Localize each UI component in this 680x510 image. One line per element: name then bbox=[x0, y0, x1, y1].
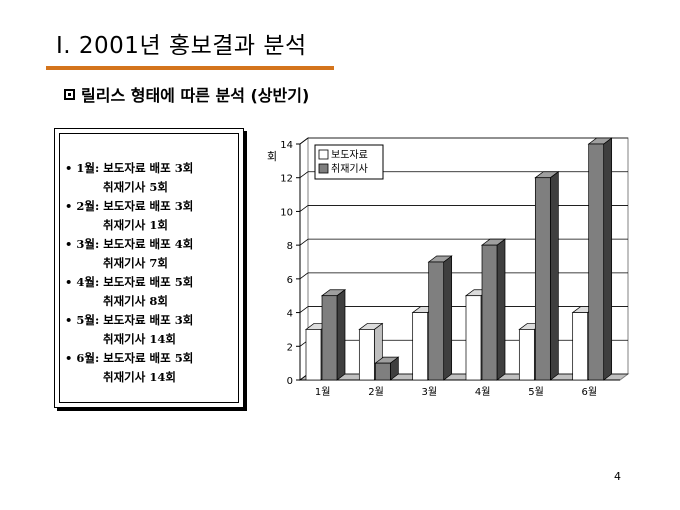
slide-subtitle: 릴리스 형태에 따른 분석 (상반기) bbox=[64, 82, 309, 106]
x-tick-label: 1월 bbox=[315, 386, 331, 398]
y-tick-label: 6 bbox=[287, 275, 293, 286]
summary-article: 취재기사 7회 bbox=[103, 256, 168, 270]
bar-side bbox=[549, 171, 559, 381]
summary-box: • 1월: 보도자료 배포 3회 취재기사 5회 • 2월: 보도자료 배포 3회 취… bbox=[54, 128, 244, 408]
summary-item: • 4월: 보도자료 배포 5회 취재기사 8회 bbox=[65, 273, 193, 311]
bar bbox=[534, 177, 551, 381]
y-tick-label: 2 bbox=[287, 342, 293, 353]
legend-label: 취재기사 bbox=[331, 163, 368, 175]
x-tick-label: 2월 bbox=[368, 386, 384, 398]
bullet-icon: • bbox=[65, 237, 77, 251]
gridline-depth bbox=[299, 272, 309, 280]
bar bbox=[412, 312, 429, 381]
bar-side bbox=[336, 289, 346, 381]
summary-press-release: 보도자료 배포 5회 bbox=[103, 275, 194, 289]
bar bbox=[321, 295, 338, 381]
page-number: 4 bbox=[614, 470, 621, 483]
gridline-depth bbox=[299, 205, 309, 212]
summary-item: • 3월: 보도자료 배포 4회 취재기사 7회 bbox=[65, 235, 193, 273]
gridline-depth bbox=[299, 238, 309, 246]
summary-inner-frame bbox=[59, 133, 239, 403]
x-tick-label: 4월 bbox=[475, 386, 491, 398]
bar bbox=[428, 261, 445, 381]
bullet-icon: • bbox=[65, 313, 77, 327]
bar bbox=[518, 329, 535, 381]
summary-article: 취재기사 5회 bbox=[103, 180, 168, 194]
summary-month: 1월 bbox=[76, 161, 95, 175]
summary-press-release: 보도자료 배포 5회 bbox=[103, 351, 194, 365]
bullet-icon: • bbox=[65, 161, 77, 175]
bullet-icon: • bbox=[65, 199, 77, 213]
summary-item: • 5월: 보도자료 배포 3회 취재기사 14회 bbox=[65, 311, 193, 349]
gridline-depth bbox=[299, 306, 309, 313]
summary-press-release: 보도자료 배포 4회 bbox=[103, 237, 194, 251]
x-tick-label: 5월 bbox=[528, 386, 544, 398]
y-tick-label: 14 bbox=[280, 140, 293, 151]
y-tick-label: 10 bbox=[280, 207, 293, 218]
summary-month: 6월 bbox=[76, 351, 95, 365]
summary-month: 3월 bbox=[76, 237, 95, 251]
bar bbox=[572, 312, 589, 381]
subtitle-text: 릴리스 형태에 따른 분석 (상반기) bbox=[81, 86, 310, 105]
bar-side bbox=[496, 238, 506, 381]
y-tick-label: 12 bbox=[280, 174, 293, 185]
summary-month: 4월 bbox=[76, 275, 95, 289]
summary-month: 5월 bbox=[76, 313, 95, 327]
x-tick-label: 6월 bbox=[582, 386, 598, 398]
summary-article: 취재기사 14회 bbox=[103, 370, 176, 384]
title-underline bbox=[46, 66, 334, 70]
bar bbox=[358, 329, 375, 381]
legend-label: 보도자료 bbox=[331, 149, 368, 161]
gridline-depth bbox=[299, 137, 309, 145]
gridline-depth bbox=[299, 171, 309, 179]
bar bbox=[481, 244, 498, 381]
bar bbox=[305, 329, 322, 381]
summary-press-release: 보도자료 배포 3회 bbox=[103, 313, 194, 327]
bullet-icon: • bbox=[65, 275, 77, 289]
square-bullet-icon bbox=[64, 88, 75, 100]
y-tick-label: 4 bbox=[287, 309, 293, 320]
x-tick-label: 3월 bbox=[422, 386, 438, 398]
y-axis-label: 회 bbox=[267, 150, 277, 163]
summary-article: 취재기사 14회 bbox=[103, 332, 176, 346]
legend-swatch bbox=[318, 163, 329, 174]
summary-item: • 2월: 보도자료 배포 3회 취재기사 1회 bbox=[65, 197, 193, 235]
bullet-icon: • bbox=[65, 351, 77, 365]
bar bbox=[374, 362, 391, 381]
slide-title: Ⅰ. 2001년 홍보결과 분석 bbox=[56, 33, 307, 59]
y-tick-label: 8 bbox=[287, 241, 293, 252]
summary-press-release: 보도자료 배포 3회 bbox=[103, 161, 194, 175]
summary-list: • 1월: 보도자료 배포 3회 취재기사 5회 • 2월: 보도자료 배포 3회 취… bbox=[65, 159, 193, 387]
summary-article: 취재기사 8회 bbox=[103, 294, 168, 308]
summary-item: • 6월: 보도자료 배포 5회 취재기사 14회 bbox=[65, 349, 193, 387]
y-tick-label: 0 bbox=[287, 376, 293, 387]
summary-article: 취재기사 1회 bbox=[103, 218, 168, 232]
bar-side bbox=[443, 255, 453, 381]
bar-side bbox=[603, 137, 613, 381]
summary-press-release: 보도자료 배포 3회 bbox=[103, 199, 194, 213]
legend-swatch bbox=[318, 149, 329, 160]
summary-month: 2월 bbox=[76, 199, 95, 213]
summary-item: • 1월: 보도자료 배포 3회 취재기사 5회 bbox=[65, 159, 193, 197]
bar bbox=[588, 143, 605, 381]
bar bbox=[465, 295, 482, 381]
